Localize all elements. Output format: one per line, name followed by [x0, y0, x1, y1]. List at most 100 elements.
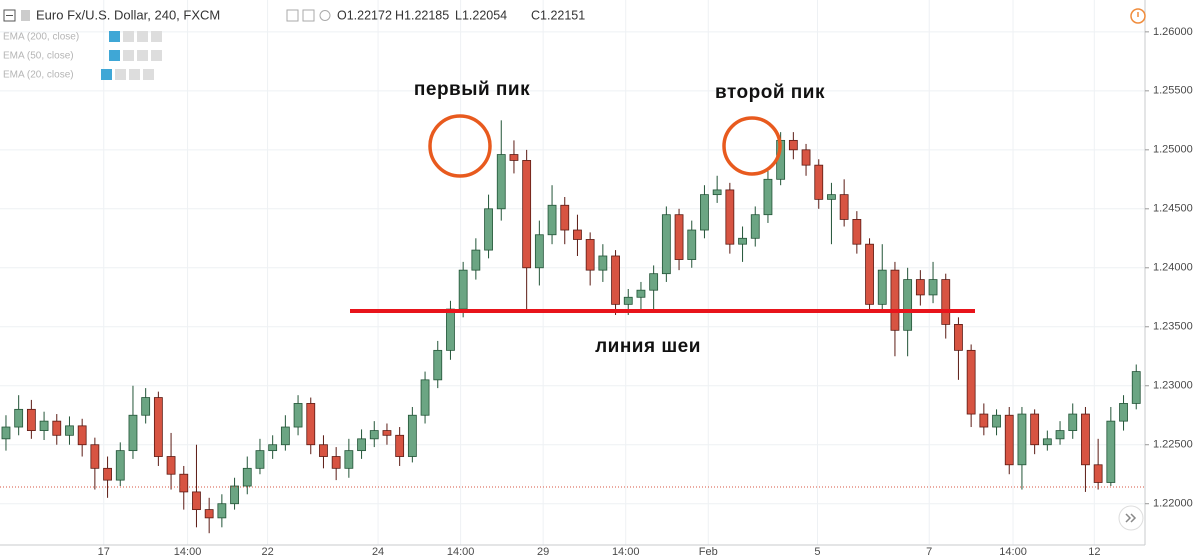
candle-body	[827, 194, 836, 200]
indicator[interactable]: EMA (200, close)	[3, 32, 79, 43]
candle-body	[661, 214, 671, 275]
candle-body	[458, 269, 468, 310]
candle-body	[26, 408, 36, 431]
ohlc: C1.22151	[531, 8, 585, 22]
candle-body	[255, 450, 265, 469]
y-tick-label: 1.26000	[1153, 26, 1193, 38]
header-icons	[286, 9, 331, 22]
y-tick-label: 1.24000	[1153, 262, 1193, 274]
peak-circle	[428, 114, 492, 178]
candle-body	[331, 456, 341, 469]
candle-body	[1055, 430, 1065, 440]
candle-body	[547, 204, 557, 236]
candle-body	[268, 444, 278, 452]
candle-body	[357, 438, 366, 452]
candle-body	[687, 229, 697, 260]
candle-body	[509, 154, 519, 161]
candle-body	[1131, 371, 1141, 404]
candle-body	[153, 397, 163, 457]
candle-body	[1017, 413, 1027, 466]
annotation: линия шеи	[595, 336, 701, 357]
x-tick-label: 29	[537, 546, 549, 558]
candle-body	[1030, 413, 1040, 446]
candle-body	[280, 426, 290, 446]
candle-body	[496, 154, 506, 210]
candle-body	[649, 273, 659, 291]
x-tick-label: 17	[98, 546, 110, 558]
candle-body	[1, 426, 11, 440]
y-tick-label: 1.23500	[1153, 321, 1193, 333]
candle-body	[700, 194, 709, 231]
x-tick-label: 7	[926, 546, 932, 558]
candle-body	[395, 434, 405, 457]
candle-body	[738, 237, 747, 245]
candle-body	[52, 420, 62, 436]
candle-body	[788, 139, 798, 151]
candle-body	[1068, 413, 1078, 431]
indicator[interactable]: EMA (50, close)	[3, 51, 74, 62]
candle-body	[852, 219, 862, 245]
candle-body	[636, 289, 646, 298]
candle-body	[534, 234, 544, 269]
candle-body	[1004, 414, 1014, 466]
y-tick-label: 1.24500	[1153, 203, 1193, 215]
candle-body	[433, 349, 443, 381]
x-tick-label: 5	[814, 546, 820, 558]
candle-body	[1042, 438, 1052, 446]
candle-body	[839, 194, 849, 220]
x-tick-label: 14:00	[999, 546, 1027, 558]
candle-body	[369, 430, 379, 440]
candle-body	[217, 503, 227, 519]
candle-body	[166, 456, 176, 475]
collapse-icon[interactable]	[3, 9, 16, 22]
candle-body	[585, 239, 595, 271]
ohlc: H1.22185	[395, 8, 449, 22]
candle-body	[141, 397, 151, 416]
candle-body	[890, 269, 900, 331]
candle-body	[39, 420, 49, 431]
candle-body	[484, 208, 493, 251]
candle-body	[941, 279, 951, 325]
x-tick-label: 22	[261, 546, 273, 558]
ohlc: O1.22172	[337, 8, 392, 22]
peak-circle	[722, 116, 782, 176]
candle-body	[928, 279, 938, 296]
ohlc: L1.22054	[455, 8, 507, 22]
candle-body	[814, 164, 824, 200]
candle-body	[522, 160, 532, 269]
candle-body	[204, 509, 214, 519]
candle-body	[420, 379, 430, 416]
candle-body	[77, 425, 87, 446]
candle-body	[915, 279, 925, 296]
candle-body	[623, 296, 633, 305]
candle-body	[192, 491, 201, 511]
x-tick-label: 24	[372, 546, 384, 558]
candle-body	[344, 450, 354, 469]
x-tick-label: 12	[1088, 546, 1100, 558]
candle-body	[446, 308, 455, 351]
candle-body	[954, 324, 963, 351]
candle-body	[1119, 403, 1128, 422]
candle-body	[1106, 420, 1116, 483]
candle-body	[725, 189, 735, 245]
y-tick-label: 1.22500	[1153, 439, 1193, 451]
candle-body	[750, 214, 760, 239]
candle-body	[598, 255, 608, 271]
candle-body	[865, 243, 874, 305]
candle-body	[128, 414, 138, 452]
y-tick-label: 1.25000	[1153, 144, 1193, 156]
indicator[interactable]: EMA (20, close)	[3, 70, 74, 81]
candle-body	[382, 430, 392, 436]
warning-icon[interactable]	[1130, 8, 1146, 24]
candle-body	[471, 249, 481, 271]
candle-body	[115, 450, 125, 481]
candle-body	[903, 279, 913, 331]
candle-body	[407, 414, 417, 457]
x-tick-label: 14:00	[174, 546, 202, 558]
annotation: первый пик	[414, 79, 530, 100]
candle-body	[877, 269, 887, 305]
candle-body	[179, 473, 189, 493]
candle-body	[65, 425, 74, 436]
candle-body	[992, 414, 1001, 428]
